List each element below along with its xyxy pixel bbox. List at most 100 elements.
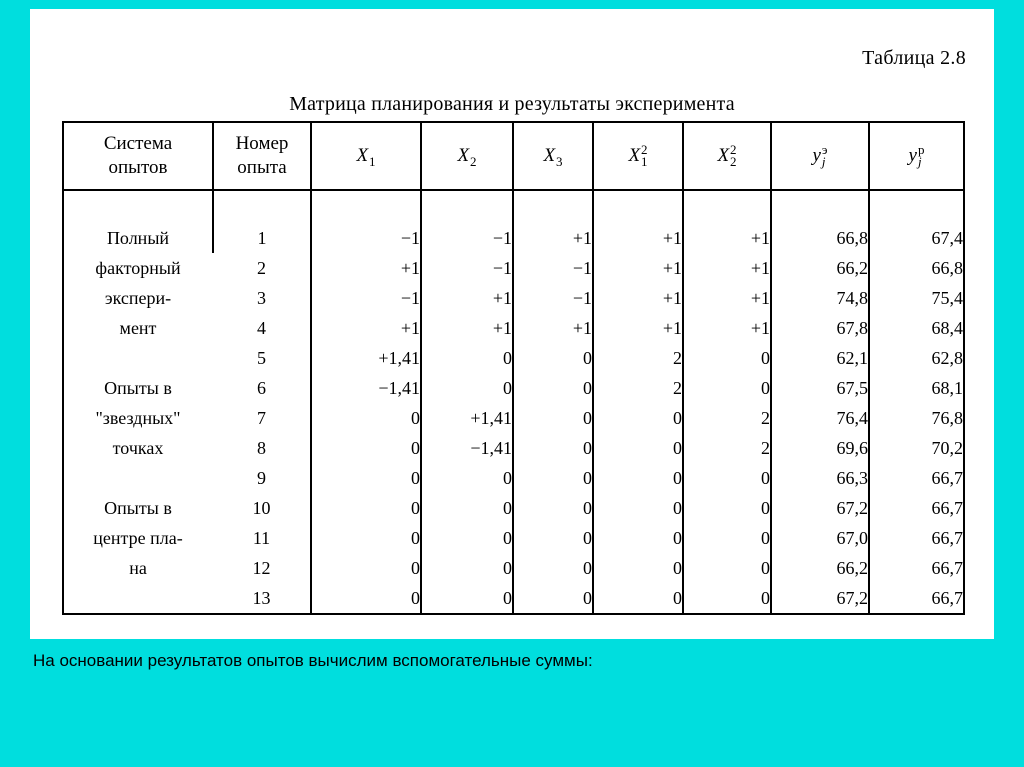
cell-yp: 66,7 [868, 493, 964, 523]
cell-x1sq: +1 [592, 283, 683, 313]
cell-x2: 0 [420, 493, 513, 523]
cell-x2: −1,41 [420, 433, 513, 463]
cell-x1sq: +1 [592, 253, 683, 283]
cell-ye: 67,2 [770, 583, 869, 614]
cell-x2: 0 [420, 463, 513, 493]
cell-x1sq: 0 [592, 493, 683, 523]
cell-num: 13 [252, 588, 271, 608]
cell-num: 10 [252, 498, 271, 518]
col-header-number-line2: опыта [237, 157, 287, 178]
cell-x1: 0 [310, 523, 421, 553]
cell-ye: 67,0 [770, 523, 869, 553]
cell-x2: 0 [420, 553, 513, 583]
table-row: Полный факторный экспери-мент Опыты в "звезд… [63, 190, 964, 578]
cell-yp: 68,1 [868, 373, 964, 403]
cell-x2: 0 [420, 583, 513, 614]
cell-x1sq: 0 [592, 523, 683, 553]
table-row: 4 +1 +1 +1 +1 +1 67,8 68,4 [63, 313, 964, 343]
cell-x3: +1 [512, 313, 593, 343]
cell-x2: 0 [420, 373, 513, 403]
cell-num: 7 [257, 408, 266, 428]
cell-x3: 0 [512, 463, 593, 493]
cell-x2sq: 0 [682, 553, 771, 583]
cell-x3: −1 [512, 283, 593, 313]
cell-x1sq: +1 [592, 190, 683, 253]
cell-x2: −1 [420, 253, 513, 283]
table-title: Матрица планирования и результаты экспер… [289, 93, 735, 115]
cell-x1: +1 [310, 313, 421, 343]
content-panel: Таблица 2.8 Матрица планирования и резул… [30, 9, 994, 639]
cell-x3: +1 [512, 190, 593, 253]
cell-x1: 0 [310, 463, 421, 493]
table-row: 11 0 0 0 0 0 67,0 66,7 [63, 523, 964, 553]
col-header-system-line2: опытов [108, 157, 168, 178]
cell-yp: 70,2 [868, 433, 964, 463]
cell-num: 1 [212, 190, 311, 253]
cell-x1sq: 0 [592, 433, 683, 463]
cell-x2sq: 0 [682, 373, 771, 403]
cell-yp: 68,4 [868, 313, 964, 343]
cell-x3: 0 [512, 373, 593, 403]
cell-x3: 0 [512, 523, 593, 553]
cell-ye: 67,8 [770, 313, 869, 343]
cell-ye: 66,2 [770, 553, 869, 583]
table-row: 10 0 0 0 0 0 67,2 66,7 [63, 493, 964, 523]
experiment-group-label: Полный факторный экспери-мент [95, 228, 181, 338]
cell-x1sq: +1 [592, 313, 683, 343]
footer-text: На основании результатов опытов вычислим… [33, 651, 593, 670]
cell-num: 12 [252, 558, 271, 578]
experiment-system-cell: Полный факторный экспери-мент Опыты в "звезд… [63, 190, 213, 614]
cell-yp: 66,8 [868, 253, 964, 283]
cell-x3: 0 [512, 403, 593, 433]
cell-x3: 0 [512, 583, 593, 614]
cell-x2sq: 0 [682, 463, 771, 493]
table-number-label: Таблица 2.8 [862, 47, 966, 69]
cell-num: 3 [257, 288, 266, 308]
cell-yp: 66,7 [868, 583, 964, 614]
cell-x2sq: 0 [682, 343, 771, 373]
cell-x2sq: 2 [682, 403, 771, 433]
cell-x2sq: 0 [682, 583, 771, 614]
cell-x1: 0 [310, 433, 421, 463]
cell-x1: −1,41 [310, 373, 421, 403]
cell-x2sq: +1 [682, 190, 771, 253]
cell-num: 11 [252, 528, 271, 548]
cell-num: 4 [257, 318, 266, 338]
cell-x1sq: 0 [592, 463, 683, 493]
cell-num: 9 [257, 468, 266, 488]
cell-ye: 62,1 [770, 343, 869, 373]
cell-ye: 66,2 [770, 253, 869, 283]
table-row: 3 −1 +1 −1 +1 +1 74,8 75,4 [63, 283, 964, 313]
table-row: 5 +1,41 0 0 2 0 62,1 62,8 [63, 343, 964, 373]
cell-ye: 74,8 [770, 283, 869, 313]
col-header-system: Система опытов [63, 122, 213, 190]
col-header-number-line1: Номер [235, 133, 289, 154]
cell-x2sq: 0 [682, 493, 771, 523]
cell-num: 8 [257, 438, 266, 458]
experiment-group-label: Опыты в "звездных" точках [95, 378, 181, 458]
table-row: 6 −1,41 0 0 2 0 67,5 68,1 [63, 373, 964, 403]
cell-yp: 67,4 [868, 190, 964, 253]
cell-yp: 66,7 [868, 553, 964, 583]
cell-x1sq: 0 [592, 583, 683, 614]
cell-x1sq: 0 [592, 553, 683, 583]
cell-x1: 0 [310, 553, 421, 583]
cell-x2sq: +1 [682, 253, 771, 283]
cell-x3: −1 [512, 253, 593, 283]
table-row: 12 0 0 0 0 0 66,2 66,7 [63, 553, 964, 583]
col-header-system-line1: Система [103, 133, 173, 154]
col-header-number: Номер опыта [212, 122, 311, 190]
table-row: 9 0 0 0 0 0 66,3 66,7 [63, 463, 964, 493]
cell-x3: 0 [512, 433, 593, 463]
